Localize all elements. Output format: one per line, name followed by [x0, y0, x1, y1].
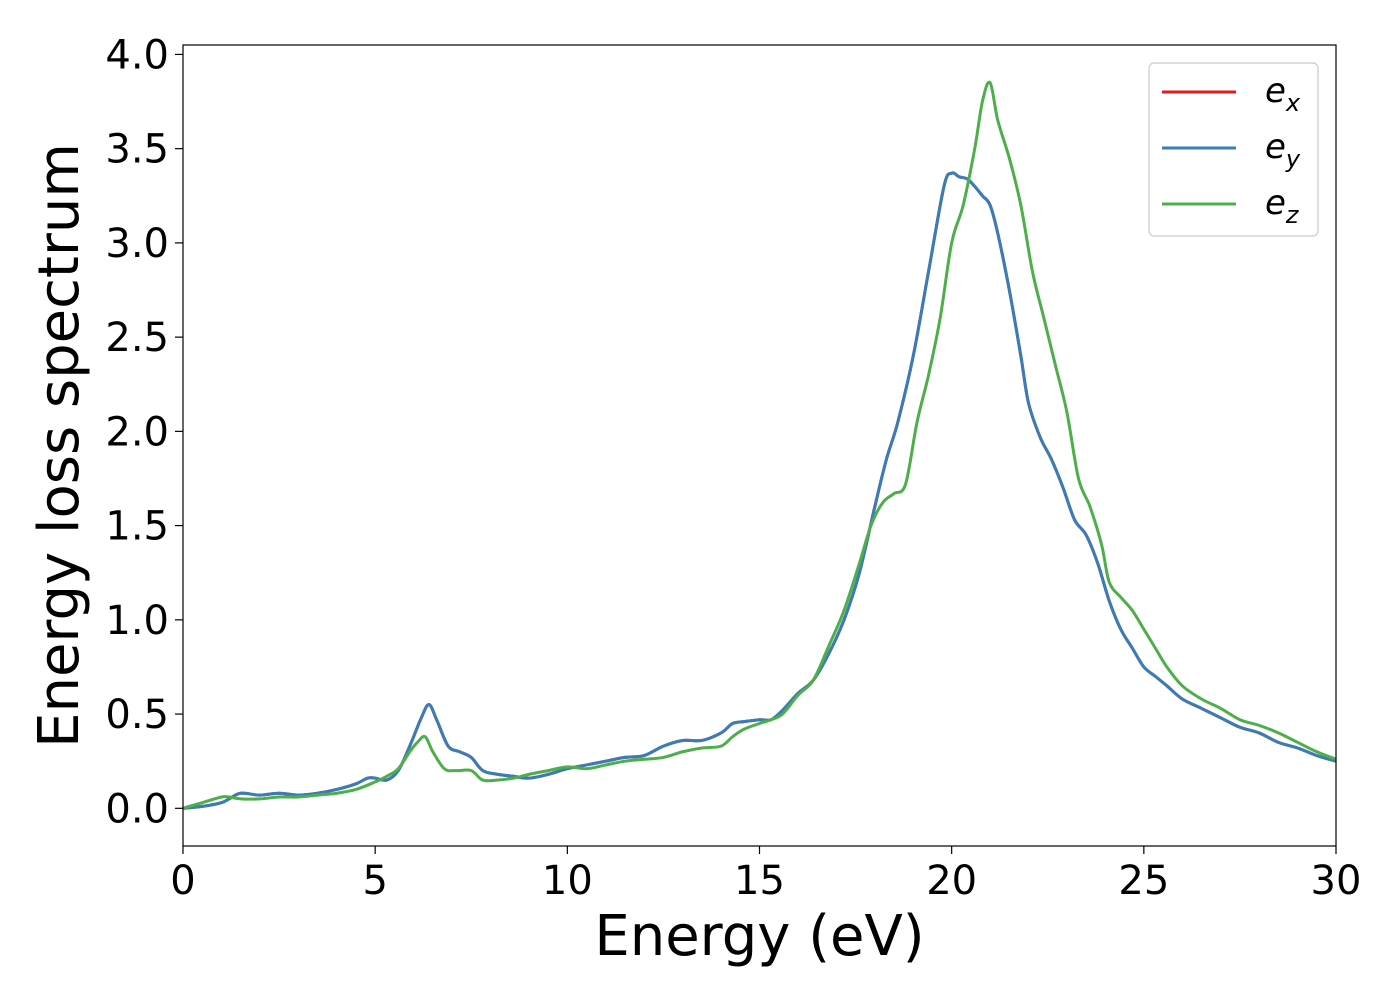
y-axis-title: Energy loss spectrum — [27, 143, 92, 748]
legend-label-base: e — [1265, 183, 1286, 223]
series-line-x — [183, 171, 1336, 810]
y-tick-label: 0.0 — [105, 786, 169, 832]
x-tick-label: 0 — [170, 858, 195, 904]
legend-label-x: ex — [1265, 71, 1301, 117]
x-axis-title: Energy (eV) — [594, 904, 924, 969]
y-tick-label: 1.5 — [105, 504, 169, 550]
y-tick-label: 2.5 — [105, 315, 169, 361]
legend-label-z: ez — [1265, 183, 1300, 229]
x-tick-label: 20 — [926, 858, 977, 904]
legend-label-subscript: y — [1285, 145, 1301, 173]
y-tick-label: 2.0 — [105, 409, 169, 455]
x-tick-label: 10 — [542, 858, 593, 904]
y-tick-label: 3.0 — [105, 221, 169, 267]
x-axis-ticks: 0 5 10 15 20 25 30 — [170, 846, 1361, 904]
legend-label-base: e — [1265, 127, 1286, 167]
y-axis-ticks: 0.0 0.5 1.0 1.5 2.0 2.5 3.0 3.5 4.0 — [105, 32, 183, 832]
series-line-y — [183, 171, 1336, 810]
legend-label-subscript: x — [1285, 89, 1301, 117]
x-tick-label: 15 — [734, 858, 785, 904]
legend-label-subscript: z — [1285, 201, 1300, 229]
plot-lines — [183, 80, 1336, 810]
y-tick-label: 4.0 — [105, 32, 169, 78]
y-tick-label: 3.5 — [105, 127, 169, 173]
y-tick-label: 1.0 — [105, 598, 169, 644]
x-tick-label: 30 — [1311, 858, 1362, 904]
x-tick-label: 25 — [1118, 858, 1169, 904]
series-line-z — [183, 80, 1336, 810]
legend-label-base: e — [1265, 71, 1286, 111]
x-tick-label: 5 — [362, 858, 387, 904]
y-tick-label: 0.5 — [105, 692, 169, 738]
legend-label-y: ey — [1265, 127, 1301, 173]
